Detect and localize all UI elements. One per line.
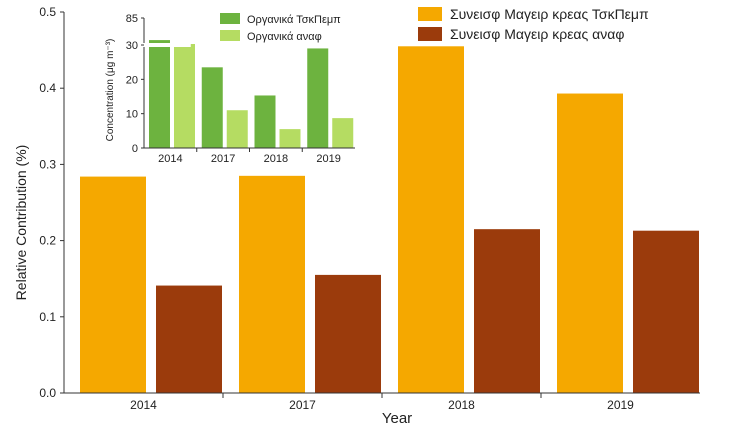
y-tick-label-1: 0.1 — [39, 310, 56, 324]
bar-2019-series-2 — [633, 230, 699, 393]
inset-bar-2017-series-1 — [201, 67, 223, 148]
inset-y-tick-label-4: 85 — [126, 13, 138, 25]
bar-2017-series-1 — [239, 175, 305, 393]
inset-legend-label-1: Οργανικά ΤσκΠεμπ — [247, 14, 341, 26]
inset-x-tick-label-2018: 2018 — [264, 153, 288, 165]
inset-bar-2019-series-2 — [332, 118, 354, 148]
bar-2014-series-2 — [156, 285, 222, 393]
inset-axis-break — [138, 43, 191, 47]
y-tick-label-3: 0.3 — [39, 157, 56, 171]
inset-legend-swatch-1 — [220, 13, 240, 24]
bar-2017-series-2 — [315, 274, 381, 393]
legend-item-anaf: Συνεισφ Μαγειρ κρεας αναφ — [418, 26, 624, 42]
bar-2018-series-2 — [474, 229, 540, 393]
x-tick-label-2019: 2019 — [607, 398, 634, 412]
x-tick-label-2017: 2017 — [289, 398, 316, 412]
inset-y-tick-label-2: 20 — [126, 74, 138, 86]
inset-y-axis-label: Concentration (μg m⁻³) — [105, 39, 116, 142]
y-tick-label-4: 0.4 — [39, 81, 56, 95]
legend-label-anaf: Συνεισφ Μαγειρ κρεας αναφ — [450, 26, 625, 42]
inset-y-tick-label-0: 0 — [132, 143, 138, 155]
legend-swatch-tsk — [418, 7, 442, 21]
inset-chart: 0 10 20 30 85 2014 2017 2018 2019 Concentration (… — [105, 13, 355, 165]
y-tick-label-2: 0.2 — [39, 234, 56, 248]
bar-2014-series-1 — [80, 176, 146, 393]
inset-legend-label-2: Οργανικά αναφ — [247, 31, 322, 43]
y-tick-label-5: 0.5 — [39, 5, 56, 19]
inset-bar-2014-series-2 — [174, 44, 195, 148]
inset-y-tick-label-3: 30 — [126, 40, 138, 52]
inset-y-tick-label-1: 10 — [126, 109, 138, 121]
legend-swatch-anaf — [418, 27, 442, 41]
legend-label-tsk: Συνεισφ Μαγειρ κρεας ΤσκΠεμπ — [450, 6, 649, 22]
inset-x-tick-label-2014: 2014 — [158, 153, 182, 165]
inset-bar-2017-series-2 — [226, 110, 248, 148]
inset-bar-2018-series-2 — [279, 129, 301, 148]
inset-bar-2014-series-1 — [149, 40, 170, 148]
x-tick-label-2014: 2014 — [130, 398, 157, 412]
inset-legend-swatch-2 — [220, 30, 240, 41]
bar-2019-series-1 — [557, 93, 623, 393]
inset-x-tick-label-2019: 2019 — [316, 153, 340, 165]
inset-bar-2018-series-1 — [254, 95, 276, 148]
legend-item-tsk: Συνεισφ Μαγειρ κρεας ΤσκΠεμπ — [418, 6, 649, 22]
bar-2018-series-1 — [398, 46, 464, 393]
main-chart: 0.0 0.1 0.2 0.3 0.4 0.5 2014 2017 2018 2019 Year Re… — [13, 5, 700, 427]
inset-bar-2019-series-1 — [307, 48, 329, 148]
x-tick-label-2018: 2018 — [448, 398, 475, 412]
y-axis-label: Relative Contribution (%) — [13, 145, 29, 301]
x-axis-label: Year — [382, 410, 412, 427]
inset-x-tick-label-2017: 2017 — [211, 153, 235, 165]
y-tick-label-0: 0.0 — [39, 386, 56, 400]
